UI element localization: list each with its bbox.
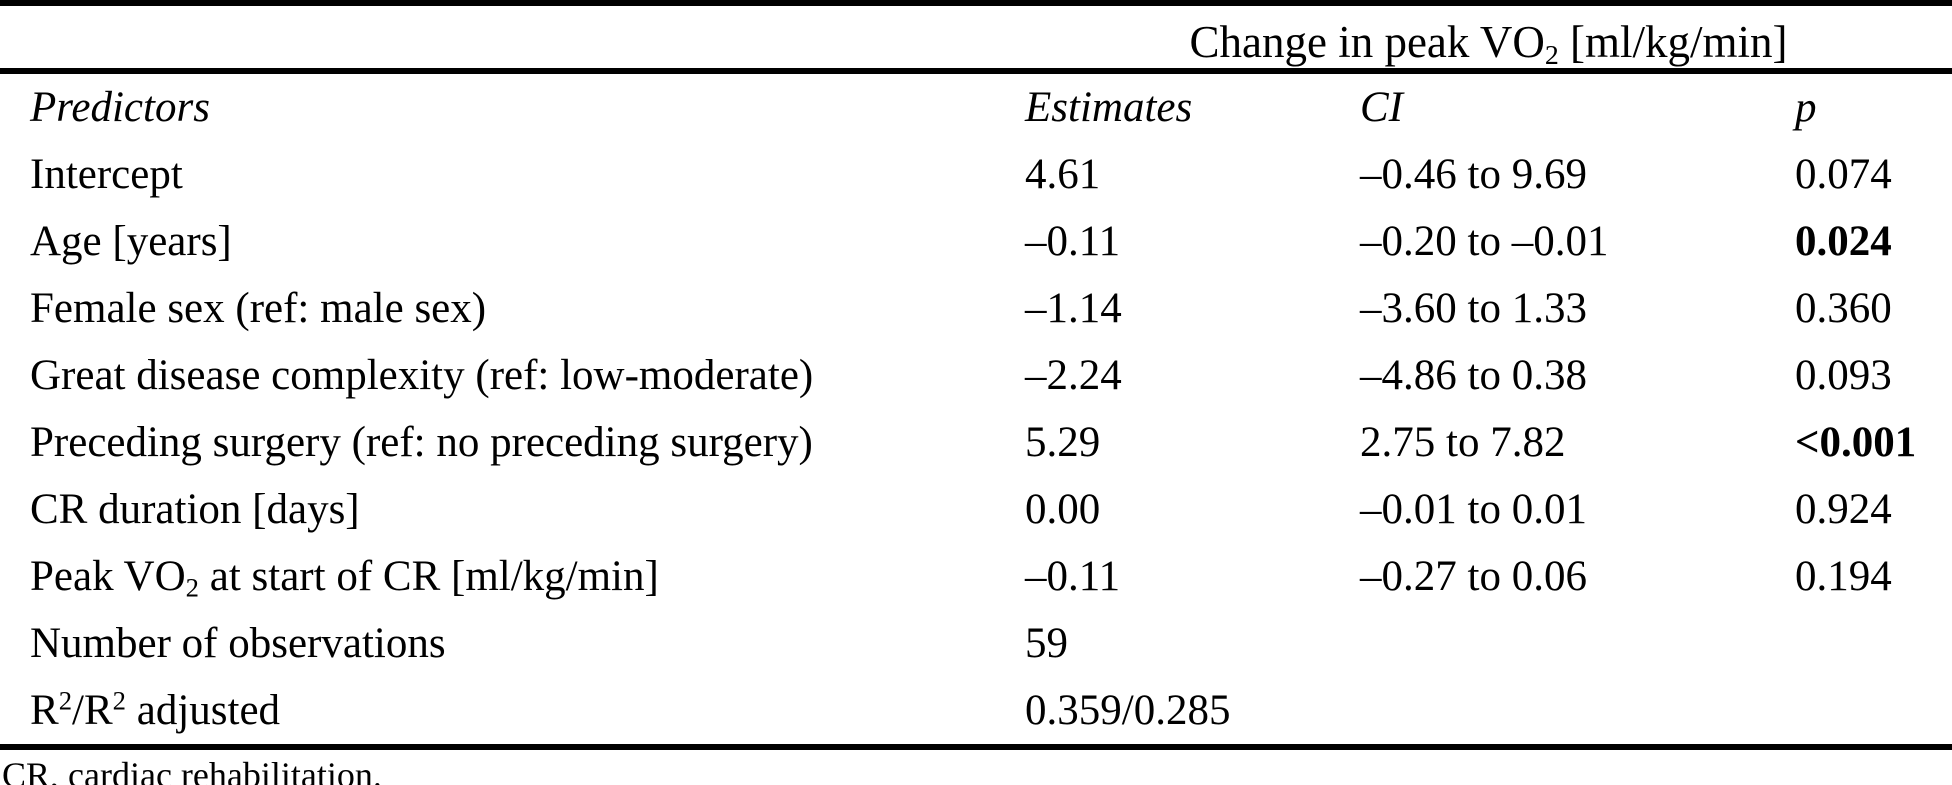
label-superscript: 2 bbox=[112, 685, 126, 716]
table-row-cr-duration: CR duration [days] 0.00 –0.01 to 0.01 0.… bbox=[0, 476, 1952, 543]
label-text: Peak VO bbox=[30, 553, 186, 600]
column-header-predictors: Predictors bbox=[30, 84, 210, 131]
p-value: 0.360 bbox=[1795, 285, 1892, 332]
estimate-value: 5.29 bbox=[1025, 419, 1101, 466]
outcome-title-subscript: 2 bbox=[1544, 39, 1559, 71]
ci-value: –4.86 to 0.38 bbox=[1360, 352, 1587, 399]
table-footnote: CR, cardiac rehabilitation. bbox=[2, 755, 382, 785]
empty-corner-cell bbox=[0, 0, 1025, 74]
table-row-intercept: Intercept 4.61 –0.46 to 9.69 0.074 bbox=[0, 141, 1952, 208]
predictor-label: Great disease complexity (ref: low-moder… bbox=[30, 352, 814, 399]
predictor-label: Number of observations bbox=[30, 620, 446, 667]
p-value: <0.001 bbox=[1795, 419, 1917, 466]
estimate-value: 0.00 bbox=[1025, 486, 1101, 533]
p-value: 0.924 bbox=[1795, 486, 1892, 533]
predictor-label: R2/R2 adjusted bbox=[0, 677, 1025, 750]
ci-value: –0.01 to 0.01 bbox=[1360, 486, 1587, 533]
table-row-r-squared: R2/R2 adjusted 0.359/0.285 bbox=[0, 677, 1952, 750]
table-row-observations: Number of observations 59 bbox=[0, 610, 1952, 677]
column-header-ci: CI bbox=[1360, 84, 1403, 131]
p-value: 0.194 bbox=[1795, 553, 1892, 600]
column-header-p: p bbox=[1795, 84, 1817, 131]
predictor-label: Female sex (ref: male sex) bbox=[30, 285, 487, 332]
ci-value bbox=[1360, 610, 1795, 677]
table-row-age: Age [years] –0.11 –0.20 to –0.01 0.024 bbox=[0, 208, 1952, 275]
table-row-disease-complexity: Great disease complexity (ref: low-moder… bbox=[0, 342, 1952, 409]
regression-results-table: Change in peak VO2 [ml/kg/min] Predictor… bbox=[0, 0, 1952, 750]
p-value bbox=[1795, 677, 1952, 750]
estimate-value: –1.14 bbox=[1025, 285, 1122, 332]
estimate-value: –0.11 bbox=[1025, 553, 1121, 600]
column-header-estimates: Estimates bbox=[1025, 84, 1193, 131]
label-text: at start of CR [ml/kg/min] bbox=[199, 553, 659, 600]
spanning-header-row: Change in peak VO2 [ml/kg/min] bbox=[0, 0, 1952, 74]
predictor-label: CR duration [days] bbox=[30, 486, 360, 533]
estimate-value: 0.359/0.285 bbox=[1025, 677, 1360, 750]
label-text: R bbox=[30, 687, 59, 734]
ci-value: 2.75 to 7.82 bbox=[1360, 419, 1566, 466]
p-value: 0.093 bbox=[1795, 352, 1892, 399]
table-row-preceding-surgery: Preceding surgery (ref: no preceding sur… bbox=[0, 409, 1952, 476]
column-header-row: Predictors Estimates CI p bbox=[0, 74, 1952, 141]
label-subscript: 2 bbox=[185, 572, 199, 603]
ci-value: –0.27 to 0.06 bbox=[1360, 553, 1587, 600]
estimate-value: –2.24 bbox=[1025, 352, 1122, 399]
estimate-value: 59 bbox=[1025, 620, 1068, 667]
p-value: 0.024 bbox=[1795, 218, 1892, 265]
p-value bbox=[1795, 610, 1952, 677]
predictor-label: Intercept bbox=[30, 151, 183, 198]
label-superscript: 2 bbox=[58, 685, 73, 716]
outcome-span-header: Change in peak VO2 [ml/kg/min] bbox=[1025, 0, 1952, 74]
label-text: /R bbox=[72, 687, 113, 734]
predictor-label: Age [years] bbox=[30, 218, 232, 265]
predictor-label: Preceding surgery (ref: no preceding sur… bbox=[30, 419, 813, 466]
label-text: adjusted bbox=[125, 687, 281, 734]
ci-value: –3.60 to 1.33 bbox=[1360, 285, 1587, 332]
estimate-value: 4.61 bbox=[1025, 151, 1101, 198]
outcome-title-pre: Change in peak VO bbox=[1189, 17, 1545, 67]
p-value: 0.074 bbox=[1795, 151, 1892, 198]
table-row-female-sex: Female sex (ref: male sex) –1.14 –3.60 t… bbox=[0, 275, 1952, 342]
ci-value: –0.20 to –0.01 bbox=[1360, 218, 1609, 265]
predictor-label: Peak VO2 at start of CR [ml/kg/min] bbox=[0, 543, 1025, 610]
estimate-value: –0.11 bbox=[1025, 218, 1121, 265]
ci-value: –0.46 to 9.69 bbox=[1360, 151, 1587, 198]
ci-value bbox=[1360, 677, 1795, 750]
outcome-title-post: [ml/kg/min] bbox=[1558, 17, 1788, 67]
table-row-peak-vo2-start: Peak VO2 at start of CR [ml/kg/min] –0.1… bbox=[0, 543, 1952, 610]
